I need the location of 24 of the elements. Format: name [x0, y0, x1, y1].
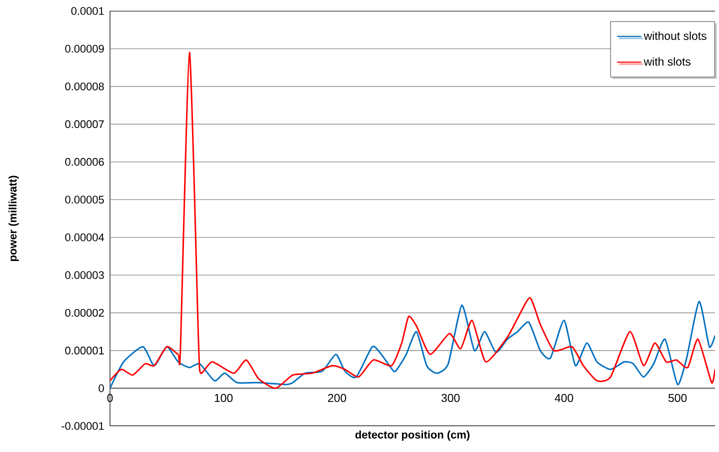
y-tick-label: 0.00006: [65, 158, 104, 166]
y-tick-label: 0: [98, 384, 104, 392]
y-axis-title: power (milliwatt): [8, 176, 19, 262]
y-tick-label: 0.0001: [71, 7, 104, 15]
y-tick-label: -0.00001: [62, 422, 104, 430]
x-tick-label: 0: [107, 394, 113, 402]
y-tick-label: 0.00003: [65, 271, 104, 279]
legend-label: without slots: [644, 32, 706, 40]
x-axis-title: detector position (cm): [355, 430, 470, 441]
x-tick-label: 300: [441, 394, 460, 402]
y-tick-label: 0.00009: [65, 44, 104, 53]
y-tick-label: 0.00004: [65, 233, 104, 242]
x-tick-label: 400: [554, 394, 574, 402]
x-tick-label: 200: [328, 394, 346, 402]
line-series: [110, 52, 716, 390]
legend-label: with slots: [644, 57, 690, 66]
y-tick-label: 0.00001: [65, 346, 104, 354]
y-tick-label: 0.00008: [65, 82, 104, 90]
y-tick-label: 0.00007: [65, 120, 104, 128]
x-tick-label: 100: [214, 394, 233, 402]
x-tick-label: 500: [668, 394, 687, 402]
line-series: [110, 300, 716, 390]
y-tick-label: 0.00005: [65, 196, 104, 204]
y-tick-label: 0.00002: [65, 308, 104, 317]
